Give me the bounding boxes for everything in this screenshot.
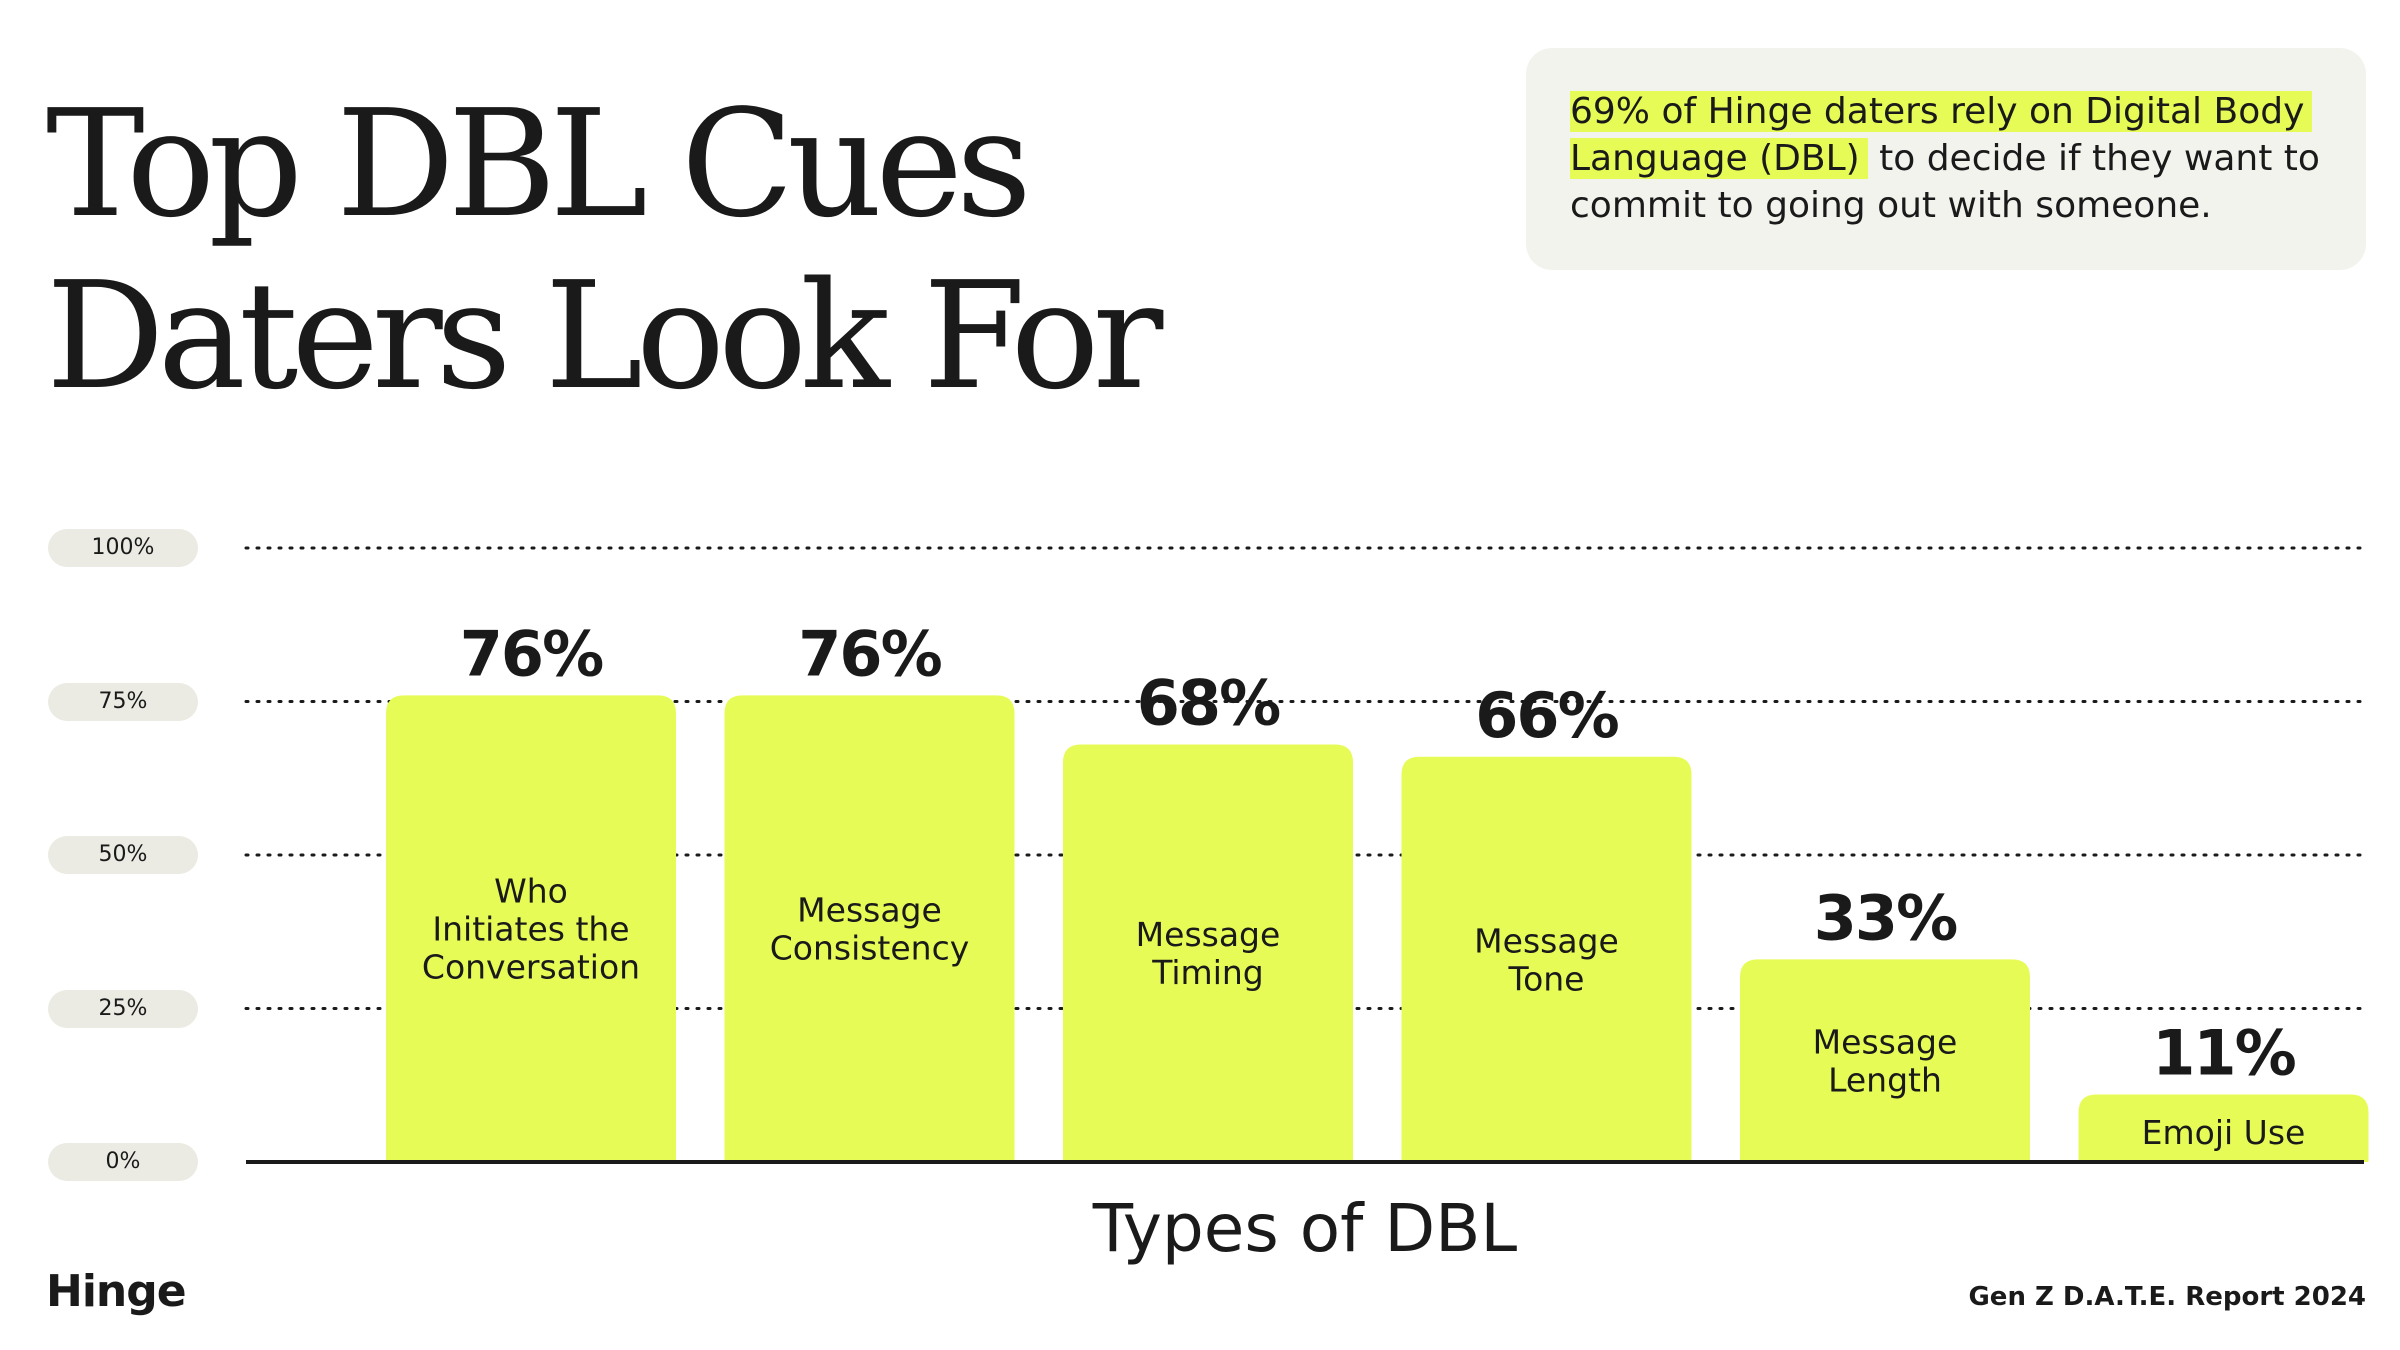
bar-category-label: Message Length (1813, 1023, 1958, 1100)
bar (1740, 959, 2030, 1162)
callout-text-2: to decide if they want to (1867, 138, 2320, 179)
bar-category-line: Message (1136, 915, 1281, 954)
bar (2078, 1094, 2369, 1162)
bar-category-label: Emoji Use (2142, 1113, 2306, 1152)
bar-value-label: 66% (1475, 679, 1618, 752)
bar-value-label: 33% (1814, 881, 1957, 954)
bar-category-line: Tone (1508, 959, 1585, 998)
bar (1401, 756, 1692, 1162)
title-line-2: Daters Look For (46, 250, 1163, 422)
title-line-1: Top DBL Cues (46, 78, 1032, 250)
bar-category-label: Who Initiates the Conversation (422, 872, 640, 987)
bar (724, 695, 1015, 1162)
callout-highlight-1: 69% of Hinge daters rely on Digital Body (1570, 91, 2313, 132)
bar (1063, 744, 1353, 1162)
bar-value-label: 68% (1137, 666, 1280, 739)
y-tick-label: 0% (48, 1143, 198, 1181)
bar-category-line: Message (1474, 921, 1619, 960)
source-note: Gen Z D.A.T.E. Report 2024 (1968, 1282, 2366, 1312)
bar-category-line: Conversation (422, 948, 640, 987)
y-tick-label: 25% (48, 989, 198, 1028)
bar (386, 695, 676, 1162)
bar-category-line: Length (1828, 1061, 1942, 1100)
page-title: Top DBL Cues Daters Look For (46, 78, 1163, 422)
bar-category-label: Message Consistency (770, 891, 970, 968)
x-axis-title: Types of DBL (1092, 1190, 1518, 1267)
bar-value-label: 11% (2152, 1016, 2295, 1089)
bar-category-line: Emoji Use (2142, 1113, 2306, 1152)
hinge-logo: Hinge (46, 1266, 187, 1317)
callout-text-3: commit to going out with someone. (1570, 185, 2212, 226)
bar-category-line: Message (797, 891, 942, 930)
bar-category-label: Message Tone (1474, 921, 1619, 998)
bar-category-line: Timing (1151, 953, 1264, 992)
bar-value-label: 76% (460, 617, 603, 690)
y-tick-label: 75% (48, 682, 198, 721)
callout-highlight-2: Language (DBL) (1570, 138, 1868, 179)
bar-category-line: Consistency (770, 929, 970, 968)
bar-value-label: 76% (798, 617, 941, 690)
bar-category-line: Initiates the (432, 910, 629, 949)
bar-category-line: Message (1813, 1023, 1958, 1062)
bar-category-line: Who (494, 872, 568, 911)
bar-category-label: Message Timing (1136, 915, 1281, 992)
y-tick-label: 50% (48, 836, 198, 874)
y-tick-label: 100% (48, 529, 198, 567)
callout-box: 69% of Hinge daters rely on Digital Body… (1526, 48, 2366, 270)
